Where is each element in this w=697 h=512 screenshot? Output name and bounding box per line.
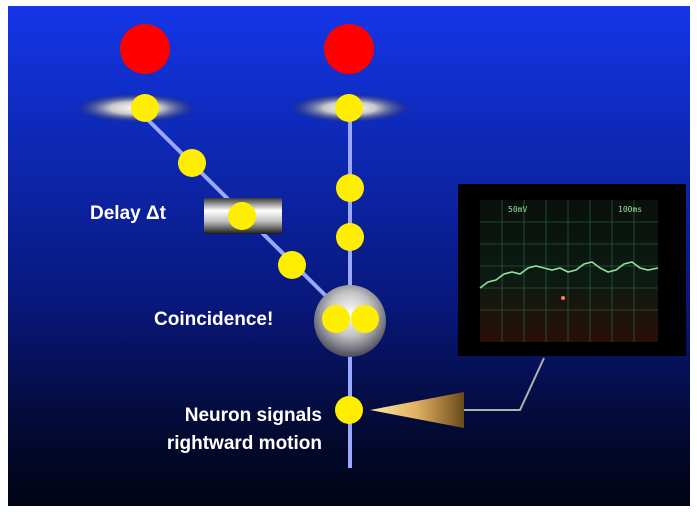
neuron-signals-line-1: Neuron signals [184,405,322,426]
neuron-signals-label: Neuron signals rightward motion [167,402,322,458]
spike-dot-icon [351,305,379,333]
spike-dot-icon [335,396,363,424]
neuron-signals-line-2: rightward motion [166,433,322,454]
coincidence-detector-icon [314,285,386,357]
spike-dot-icon [228,202,256,230]
spike-dot-icon [278,251,306,279]
spike-dot-icon [178,149,206,177]
spike-dot-icon [336,174,364,202]
spike-dot-icon [336,223,364,251]
spike-dot-icon [335,94,363,122]
coincidence-label: Coincidence! [154,309,274,330]
oscilloscope-icon: 50mV 100ms [458,184,686,356]
left-stimulus-circle-icon [120,24,170,74]
motion-detector-diagram: 50mV 100ms [78,24,686,468]
diagram-slide: 50mV 100ms Delay Δt Coincidence! Neuron … [8,6,690,506]
spike-dot-icon [322,305,350,333]
electrode-icon [370,392,464,428]
oscilloscope-readout-left: 50mV [508,205,527,214]
spike-dot-icon [131,94,159,122]
spike-dots [131,94,379,424]
oscilloscope-trace [479,261,659,289]
electrode-wire [464,357,545,411]
oscilloscope-readout-right: 100ms [618,205,642,214]
delay-label: Delay Δt [90,203,166,224]
right-stimulus-circle-icon [324,24,374,74]
